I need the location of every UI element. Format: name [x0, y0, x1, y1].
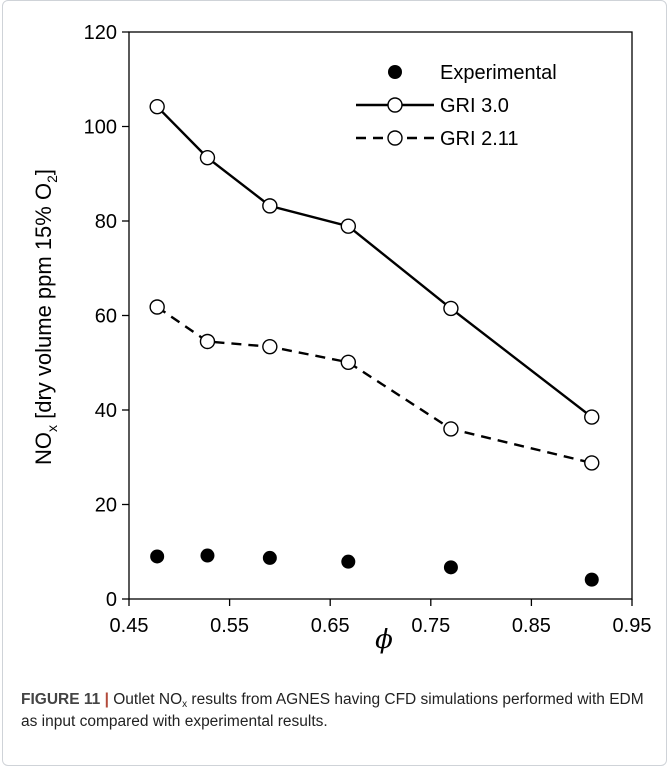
data-point: [340, 218, 357, 234]
y-tick-label: 60: [95, 306, 117, 328]
data-point: [200, 548, 215, 563]
caption-text-before: Outlet NO: [108, 691, 183, 708]
legend: Experimental GRI 3.0 GRI 2.11: [356, 62, 557, 150]
data-point: [443, 421, 459, 437]
x-tick-label: 0.75: [411, 615, 450, 637]
caption-text-after: results from AGNES having CFD simulation…: [21, 691, 644, 730]
caption-separator: |: [104, 691, 109, 708]
data-point: [199, 149, 216, 166]
data-point: [584, 572, 599, 587]
y-tick-label: 0: [106, 589, 117, 611]
series-line: [156, 306, 593, 465]
data-point: [262, 338, 278, 355]
series-layer: [149, 98, 600, 587]
y-axis-label-end: ]: [31, 169, 56, 175]
data-point: [262, 550, 277, 565]
legend-marker: [387, 97, 403, 113]
y-tick-label: 120: [84, 22, 117, 44]
x-tick-label: 0.85: [512, 615, 551, 637]
y-tick-label: 100: [84, 117, 117, 139]
data-point: [340, 354, 357, 370]
y-axis-label-sub2: 2: [44, 175, 60, 183]
y-tick-label: 80: [95, 211, 117, 233]
y-tick-label: 40: [95, 400, 117, 422]
legend-marker: [387, 130, 403, 146]
data-point: [443, 300, 459, 317]
axes: 0 20 40 60 80 100 120 0.45 0.55 0.65 0.75 0.85 0.95: [84, 22, 652, 637]
data-point: [149, 98, 165, 115]
y-axis-label: NOx [dry volume ppm 15% O2]: [31, 169, 60, 465]
data-point: [443, 560, 458, 575]
plot-frame: [128, 31, 633, 600]
x-tick-label: 0.55: [210, 615, 249, 637]
x-tick-label: 0.95: [613, 615, 652, 637]
y-tick-label: 20: [95, 495, 117, 517]
y-axis-label-main: NO: [31, 432, 56, 465]
series-line: [156, 105, 593, 419]
x-tick-label: 0.45: [110, 615, 149, 637]
legend-label: Experimental: [440, 62, 557, 84]
y-axis-label-mid: [dry volume ppm 15% O: [31, 183, 56, 425]
data-point: [584, 409, 600, 425]
caption-subscript: x: [182, 699, 188, 710]
data-point: [341, 554, 356, 569]
x-tick-label: 0.65: [311, 615, 350, 637]
caption-label: FIGURE 11: [21, 691, 101, 708]
legend-label: GRI 3.0: [440, 95, 509, 117]
data-point: [262, 198, 278, 214]
data-point: [199, 333, 216, 350]
data-point: [584, 455, 600, 471]
figure-caption: FIGURE 11 | Outlet NOx results from AGNE…: [21, 689, 651, 733]
data-point: [150, 549, 165, 564]
legend-label: GRI 2.11: [440, 128, 519, 150]
legend-marker: [388, 65, 402, 79]
data-point: [149, 299, 165, 315]
y-axis-label-sub1: x: [44, 425, 60, 432]
x-axis-label: ϕ: [375, 625, 393, 655]
